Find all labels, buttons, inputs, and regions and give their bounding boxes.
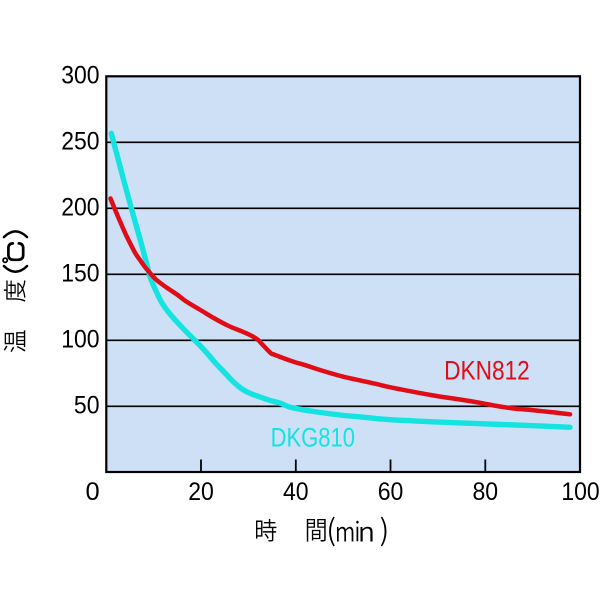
svg-text:50: 50 (74, 391, 100, 419)
svg-text:200: 200 (61, 193, 99, 221)
svg-text:100: 100 (61, 325, 99, 353)
svg-text:80: 80 (473, 478, 499, 506)
svg-text:250: 250 (61, 127, 99, 155)
svg-text:0: 0 (85, 478, 99, 506)
svg-text:60: 60 (378, 478, 404, 506)
svg-text:DKG810: DKG810 (271, 423, 355, 453)
svg-text:DKN812: DKN812 (444, 355, 530, 385)
svg-text:100: 100 (561, 478, 599, 506)
svg-text:300: 300 (61, 61, 99, 89)
svg-text:150: 150 (61, 259, 99, 287)
svg-text:40: 40 (283, 478, 309, 506)
svg-text:20: 20 (188, 478, 214, 506)
